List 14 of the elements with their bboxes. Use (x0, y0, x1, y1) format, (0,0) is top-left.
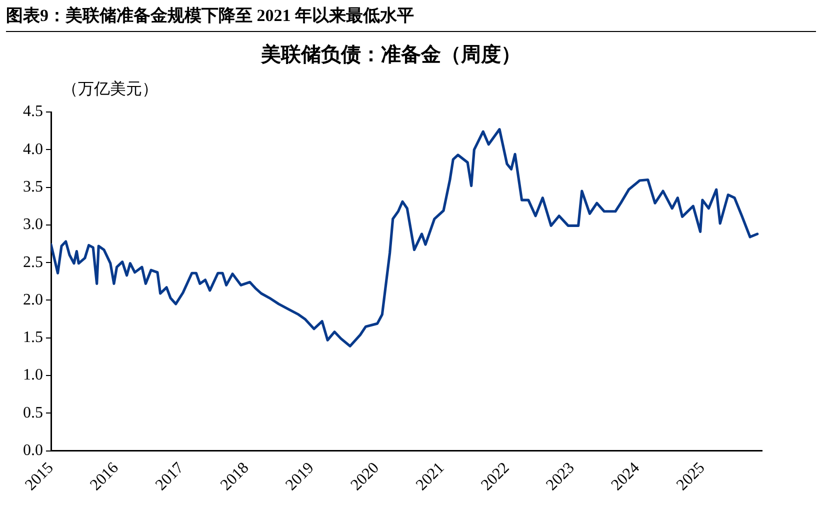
y-axis-title: （万亿美元） (62, 80, 158, 98)
y-tick-label: 2.5 (23, 254, 43, 271)
y-tick-label: 1.0 (23, 366, 43, 384)
y-tick-label: 3.5 (23, 178, 43, 196)
chart-subtitle: 美联储负债：准备金（周度） (260, 43, 521, 66)
y-tick-label: 0.0 (23, 442, 43, 459)
x-tick-label: 2021 (413, 459, 448, 494)
y-tick-label: 0.5 (23, 404, 43, 422)
y-tick-label: 2.0 (23, 291, 43, 308)
y-tick-label: 4.0 (23, 140, 43, 158)
y-tick-label: 3.0 (23, 216, 43, 234)
chart-title: 图表9：美联储准备金规模下降至 2021 年以来最低水平 (6, 4, 816, 32)
y-tick-label: 4.5 (23, 103, 43, 120)
y-tick-label: 1.5 (23, 329, 43, 346)
